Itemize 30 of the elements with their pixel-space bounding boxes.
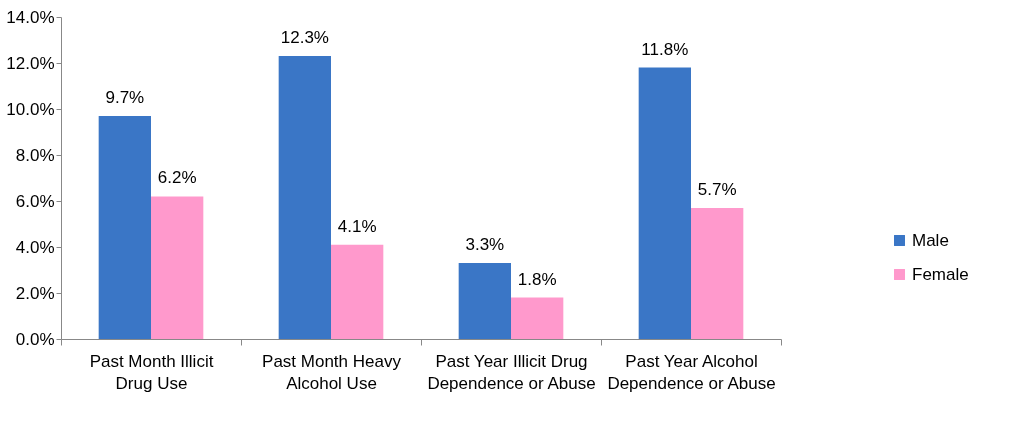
data-label: 3.3% bbox=[465, 235, 505, 255]
bar bbox=[458, 263, 511, 339]
bar bbox=[638, 67, 691, 339]
bar bbox=[278, 56, 331, 339]
bar bbox=[511, 297, 564, 339]
x-tick-label: Past Year Alcohol Dependence or Abuse bbox=[607, 351, 776, 393]
legend-label: Female bbox=[912, 264, 969, 284]
x-tick-label: Past Month Heavy Alcohol Use bbox=[262, 351, 402, 393]
y-tick-label: 12.0% bbox=[6, 53, 55, 73]
y-tick-label: 14.0% bbox=[6, 7, 55, 27]
data-label: 9.7% bbox=[105, 87, 145, 107]
y-tick-label: 0.0% bbox=[15, 329, 55, 349]
data-label: 5.7% bbox=[697, 179, 737, 199]
bar bbox=[98, 115, 151, 339]
data-label: 12.3% bbox=[280, 28, 329, 48]
data-label: 11.8% bbox=[641, 39, 689, 59]
data-label: 6.2% bbox=[157, 168, 197, 188]
legend-label: Male bbox=[912, 230, 949, 250]
y-tick-label: 4.0% bbox=[15, 237, 55, 257]
bar bbox=[331, 244, 384, 339]
y-tick-label: 2.0% bbox=[15, 283, 55, 303]
y-tick-label: 8.0% bbox=[15, 145, 55, 165]
data-label: 4.1% bbox=[337, 216, 377, 236]
y-tick-label: 6.0% bbox=[15, 191, 55, 211]
y-tick-label: 10.0% bbox=[6, 99, 55, 119]
x-tick-label: Past Month Illicit Drug Use bbox=[89, 351, 214, 393]
x-tick-label: Past Year Illicit Drug Dependence or Abuse bbox=[427, 351, 596, 393]
bar bbox=[151, 196, 204, 339]
data-label: 1.8% bbox=[517, 269, 557, 289]
bar bbox=[691, 207, 744, 339]
